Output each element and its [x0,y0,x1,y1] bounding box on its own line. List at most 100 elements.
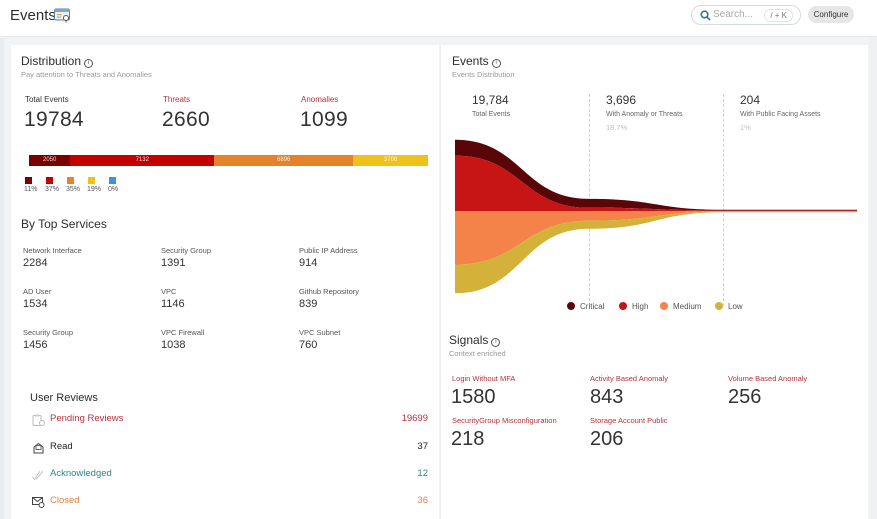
threats-label[interactable]: Threats [163,95,191,104]
legend-dot [567,302,575,310]
legend-swatch-medium [67,177,74,184]
legend-dot [715,302,723,310]
anomalies-label[interactable]: Anomalies [301,95,339,104]
signal-value: 1580 [451,386,496,408]
legend-swatch-critical [25,177,32,184]
funnel-band-high[interactable] [455,155,857,211]
chart-legend-low[interactable]: Low [715,302,743,311]
info-icon[interactable]: i [84,59,94,68]
signal-value: 843 [590,386,624,408]
service-label[interactable]: VPC Subnet [299,328,341,337]
service-count: 760 [299,339,318,351]
legend-percent-low: 19% [87,186,102,193]
top-services-title: By Top Services [21,217,107,231]
funnel-band-medium[interactable] [455,211,857,265]
review-count: 37 [417,441,428,452]
legend-label: Medium [673,302,702,311]
service-label[interactable]: VPC [161,287,177,296]
clipboard-clock-icon [32,414,45,426]
service-label[interactable]: Public IP Address [299,246,358,255]
stage-label: With Anomaly or Threats [606,111,683,118]
severity-bar-segment-high[interactable]: 7132 [70,155,215,166]
signal-value: 256 [728,386,762,408]
legend-swatch-low [88,177,95,184]
service-count: 2284 [23,257,48,269]
service-label[interactable]: AD User [23,287,52,296]
chart-legend-critical[interactable]: Critical [567,302,604,311]
stage-percent: 18.7% [606,123,628,132]
review-label: Acknowledged [50,468,112,479]
severity-bar: 2050 7132 6896 3706 [29,155,428,166]
stage-value: 3,696 [606,93,637,107]
review-row-pending[interactable]: Pending Reviews 19699 [30,412,428,428]
page-title: Events [10,7,56,24]
signals-title: Signals [449,333,489,347]
distribution-subtitle: Pay attention to Threats and Anomalies [21,70,152,79]
service-label[interactable]: Github Repository [299,287,360,296]
service-label[interactable]: Network Interface [23,246,82,255]
severity-bar-segment-critical[interactable]: 2050 [29,155,71,166]
mail-check-icon [32,497,45,508]
severity-bar-segment-medium[interactable]: 6896 [214,155,354,166]
user-reviews-title: User Reviews [30,392,98,404]
threats-value: 2660 [162,108,210,131]
funnel-band-critical[interactable] [455,139,857,211]
distribution-heading: Distribution i [21,54,94,68]
anomalies-value: 1099 [300,108,348,131]
scrollbar-track[interactable] [870,38,877,519]
funnel-band-low[interactable] [455,211,857,294]
total-events-value: 19784 [24,108,84,131]
legend-label: Critical [580,302,605,311]
signal-label[interactable]: Storage Account Public [590,416,668,425]
events-subtitle: Events Distribution [452,70,515,79]
service-count: 1456 [23,339,48,351]
events-funnel-chart [455,139,857,294]
signal-value: 218 [451,428,485,450]
review-row-acknowledged[interactable]: Acknowledged 12 [30,467,428,483]
legend-percent-high: 37% [45,186,60,193]
configure-button[interactable]: Configure [808,6,854,23]
signal-label[interactable]: Login Without MFA [452,374,516,383]
info-icon[interactable]: i [491,59,501,68]
distribution-title: Distribution [21,54,82,68]
service-label[interactable]: Security Group [23,328,74,337]
stage-percent: 1% [740,123,751,132]
left-rail [0,38,4,519]
review-label: Read [50,441,73,452]
chart-legend-medium[interactable]: Medium [660,302,701,311]
chart-legend-high[interactable]: High [619,302,648,311]
service-count: 839 [299,298,318,310]
signal-label[interactable]: Volume Based Anomaly [728,374,808,383]
double-check-icon [32,470,44,481]
signal-label[interactable]: SecurityGroup Misconfiguration [452,416,557,425]
search-placeholder: Search... [713,9,754,20]
events-panel [440,45,868,519]
severity-bar-segment-low[interactable]: 3706 [353,155,428,166]
signal-label[interactable]: Activity Based Anomaly [590,374,668,383]
review-label: Pending Reviews [50,413,124,424]
review-row-closed[interactable]: Closed 36 [30,494,428,510]
review-count: 12 [417,468,428,479]
distribution-panel [11,45,439,519]
service-label[interactable]: VPC Firewall [161,328,205,337]
service-count: 914 [299,257,318,269]
signal-value: 206 [590,428,624,450]
search-input[interactable]: Search... / + K [691,5,801,25]
service-count: 1391 [161,257,186,269]
events-monitor-icon [54,8,70,23]
review-count: 19699 [401,413,428,424]
legend-percent-medium: 35% [66,186,81,193]
service-count: 1038 [161,339,186,351]
total-events-label: Total Events [25,95,69,104]
open-envelope-icon [33,442,44,454]
stage-label: Total Events [472,111,511,118]
stage-value: 19,784 [472,93,509,107]
events-title: Events [452,54,489,68]
review-count: 36 [417,495,428,506]
stage-label: With Public Facing Assets [740,111,821,118]
events-heading: Events i [452,54,501,68]
legend-label: Low [728,302,743,311]
review-row-read[interactable]: Read 37 [30,440,428,456]
service-label[interactable]: Security Group [161,246,212,255]
info-icon[interactable]: i [491,338,501,347]
